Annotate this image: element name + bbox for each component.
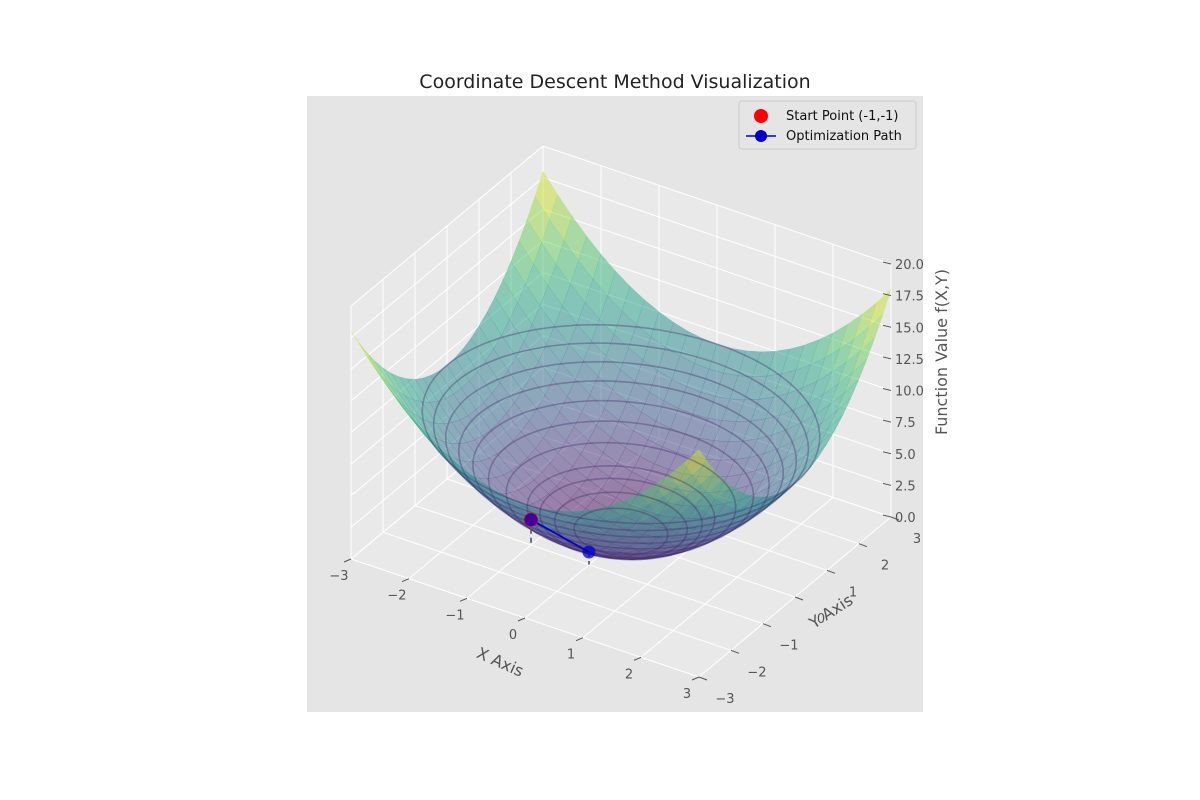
z-tick-mark <box>882 356 892 360</box>
surface-mesh <box>350 170 892 560</box>
z-tick-mark <box>882 324 892 328</box>
chart-title: Coordinate Descent Method Visualization <box>419 71 810 93</box>
x-tick-label: 3 <box>683 687 691 702</box>
z-tick-label: 2.5 <box>895 479 916 494</box>
legend-marker-path <box>755 130 767 142</box>
x-tick-label: −1 <box>445 608 464 623</box>
axis-ticks: −3 −2 −1 0 1 2 3 −3 −2 −1 0 1 2 3 0.0 2.5 5.0 7.5 10.0 12.5… <box>329 258 924 707</box>
contour-ring <box>505 441 737 559</box>
x-tick-label: −2 <box>387 589 406 604</box>
optimization-path <box>524 512 596 565</box>
path-point-marker <box>582 545 596 559</box>
y-tick-label: −1 <box>779 639 798 654</box>
x-tick-mark <box>575 637 584 642</box>
x-tick-label: 2 <box>625 667 633 682</box>
z-tick-mark <box>882 293 892 297</box>
y-tick-mark <box>794 596 804 601</box>
x-tick-label: 1 <box>567 648 575 663</box>
contour-ring <box>457 380 785 545</box>
legend-label-start: Start Point (-1,-1) <box>786 109 899 124</box>
x-tick-mark <box>459 597 468 602</box>
surface-facet <box>764 488 788 507</box>
z-tick-mark <box>882 388 892 391</box>
z-tick-mark <box>882 451 892 455</box>
y-tick-mark <box>890 516 900 521</box>
y-tick-mark <box>826 569 836 574</box>
y-tick-mark <box>698 676 708 681</box>
surface-facet <box>700 470 724 493</box>
path-line <box>530 518 590 553</box>
x-tick-mark <box>517 617 526 622</box>
z-tick-label: 17.5 <box>895 290 924 305</box>
x-tick-mark <box>401 578 410 583</box>
y-tick-label: 2 <box>881 559 889 574</box>
path-point-marker <box>524 513 538 527</box>
y-tick-label: 3 <box>913 532 921 547</box>
contour-ring <box>472 399 770 550</box>
x-tick-mark <box>633 656 642 661</box>
y-tick-label: −3 <box>715 692 734 707</box>
legend-box <box>738 100 917 150</box>
contour-ring <box>421 323 821 525</box>
legend: Start Point (-1,-1) Optimization Path <box>738 100 917 150</box>
contour-ring <box>432 342 810 532</box>
grid-back-z <box>542 177 892 297</box>
surface-facet <box>739 496 764 511</box>
grid-back-z <box>542 145 892 265</box>
surface-facet <box>747 495 772 511</box>
surface-facet <box>708 478 732 500</box>
surface-facet <box>684 448 708 475</box>
z-tick-label: 5.0 <box>895 448 916 463</box>
y-tick-mark <box>858 543 868 548</box>
x-tick-mark <box>343 558 352 563</box>
contour-ring <box>487 420 755 555</box>
grid-left-z <box>350 208 544 370</box>
z-tick-label: 0.0 <box>895 511 916 526</box>
z-tick-mark <box>882 514 892 518</box>
contour-ring <box>444 360 798 538</box>
contour-ring <box>526 464 716 561</box>
z-tick-label: 10.0 <box>895 385 924 400</box>
x-tick-label: 0 <box>509 628 517 643</box>
contour-rings <box>421 323 821 561</box>
grid-left-z <box>350 177 544 339</box>
grid-left-z <box>350 145 544 307</box>
z-tick-label: 15.0 <box>895 321 924 336</box>
x-tick-mark <box>691 676 700 681</box>
contour-ring <box>539 477 703 561</box>
surface-facet <box>716 485 740 505</box>
z-tick-label: 7.5 <box>895 416 916 431</box>
grid-back-z <box>542 208 892 328</box>
surface-facet <box>724 490 748 509</box>
surface-facet <box>756 493 780 510</box>
contour-ring <box>573 507 669 556</box>
z-tick-mark <box>882 419 892 423</box>
y-tick-mark <box>730 649 740 654</box>
grid-floor-y <box>382 531 732 651</box>
surface-facet <box>692 460 716 485</box>
z-tick-label: 20.0 <box>895 258 924 273</box>
surface-facet <box>731 494 756 511</box>
y-tick-mark <box>762 623 772 628</box>
y-tick-label: −2 <box>747 665 766 680</box>
legend-label-path: Optimization Path <box>786 129 902 144</box>
x-tick-label: −3 <box>329 569 348 584</box>
z-tick-mark <box>882 261 892 265</box>
contour-ring <box>553 491 689 560</box>
z-tick-mark <box>882 482 892 486</box>
y-tick-label: 0 <box>817 612 825 627</box>
z-axis-label: Function Value f(X,Y) <box>932 269 951 435</box>
legend-marker-start <box>754 109 768 123</box>
z-tick-label: 12.5 <box>895 353 924 368</box>
y-tick-label: 1 <box>849 585 857 600</box>
surface-facet <box>772 482 796 503</box>
